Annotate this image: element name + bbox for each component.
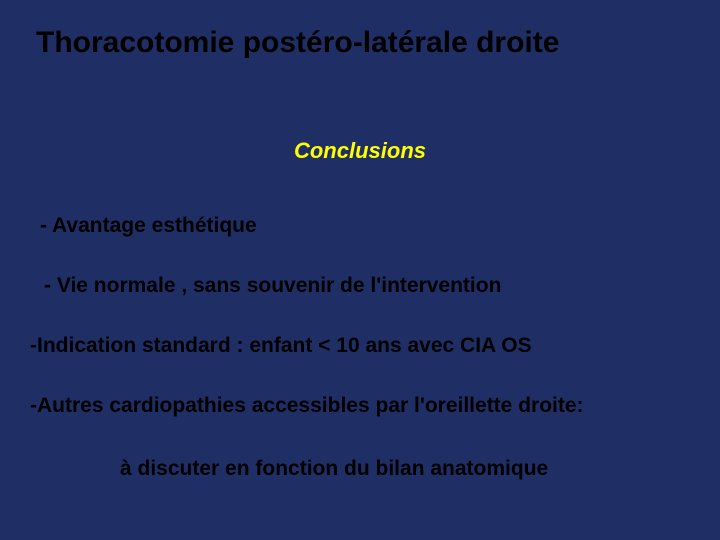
bullet-5: à discuter en fonction du bilan anatomiq… (120, 455, 548, 482)
bullet-1: - Avantage esthétique (40, 212, 257, 239)
bullet-2: - Vie normale , sans souvenir de l'inter… (44, 272, 501, 299)
slide-subtitle: Conclusions (0, 138, 720, 164)
bullet-4: -Autres cardiopathies accessibles par l'… (30, 392, 584, 419)
slide-title: Thoracotomie postéro-latérale droite (36, 26, 696, 60)
bullet-3: -Indication standard : enfant < 10 ans a… (30, 332, 532, 359)
